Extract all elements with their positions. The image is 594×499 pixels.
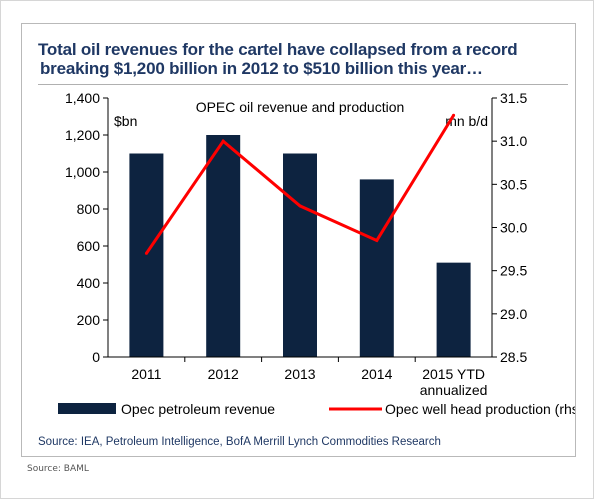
- left-tick-label: 1,200: [65, 127, 100, 143]
- left-tick-label: 600: [77, 238, 101, 254]
- chart-title: OPEC oil revenue and production: [196, 99, 405, 115]
- bar-2012: [206, 135, 241, 357]
- production-point: [298, 204, 302, 208]
- x-tick-label: 2013: [284, 366, 315, 382]
- legend-swatch-revenue: [58, 403, 116, 414]
- x-tick-label: 2014: [361, 366, 392, 382]
- chart-panel: Total oil revenues for the cartel have c…: [21, 23, 576, 457]
- bar-2013: [283, 153, 317, 357]
- production-point: [375, 238, 379, 242]
- production-point: [452, 113, 456, 117]
- left-tick-label: 0: [92, 349, 100, 365]
- headline: Total oil revenues for the cartel have c…: [38, 40, 558, 78]
- production-point: [144, 251, 148, 255]
- headline-line-2: breaking $1,200 billion in 2012 to $510 …: [40, 59, 483, 78]
- right-axis-unit: mn b/d: [445, 113, 488, 129]
- right-tick-label: 29.0: [500, 306, 527, 322]
- headline-divider: [38, 84, 568, 85]
- left-tick-label: 1,000: [65, 164, 100, 180]
- bar-2015-ytd-annualized: [436, 262, 471, 357]
- right-tick-label: 28.5: [500, 349, 527, 365]
- right-tick-label: 30.0: [500, 220, 527, 236]
- legend-label-production: Opec well head production (rhs): [385, 401, 575, 417]
- x-tick-label: 2015 YTD: [422, 366, 485, 382]
- bar-2014: [359, 179, 394, 357]
- x-tick-label: annualized: [420, 382, 488, 398]
- right-tick-label: 31.5: [500, 90, 527, 106]
- x-tick-label: 2012: [208, 366, 239, 382]
- bar-2011: [129, 153, 164, 357]
- left-tick-label: 1,400: [65, 90, 100, 106]
- left-axis-unit: $bn: [114, 113, 137, 129]
- headline-line-1: Total oil revenues for the cartel have c…: [38, 40, 518, 59]
- opec-chart: OPEC oil revenue and production 0 200 400 60…: [58, 90, 575, 417]
- x-tick-label: 2011: [131, 366, 161, 382]
- left-tick-label: 400: [77, 275, 101, 291]
- production-point: [221, 139, 225, 143]
- figure-source: Source: BAML: [27, 464, 89, 474]
- left-tick-label: 200: [77, 312, 101, 328]
- chart-source: Source: IEA, Petroleum Intelligence, Bof…: [38, 436, 441, 448]
- left-tick-label: 800: [77, 201, 101, 217]
- right-tick-label: 29.5: [500, 263, 527, 279]
- right-tick-label: 31.0: [500, 133, 527, 149]
- legend-label-revenue: Opec petroleum revenue: [121, 401, 275, 417]
- right-tick-label: 30.5: [500, 176, 527, 192]
